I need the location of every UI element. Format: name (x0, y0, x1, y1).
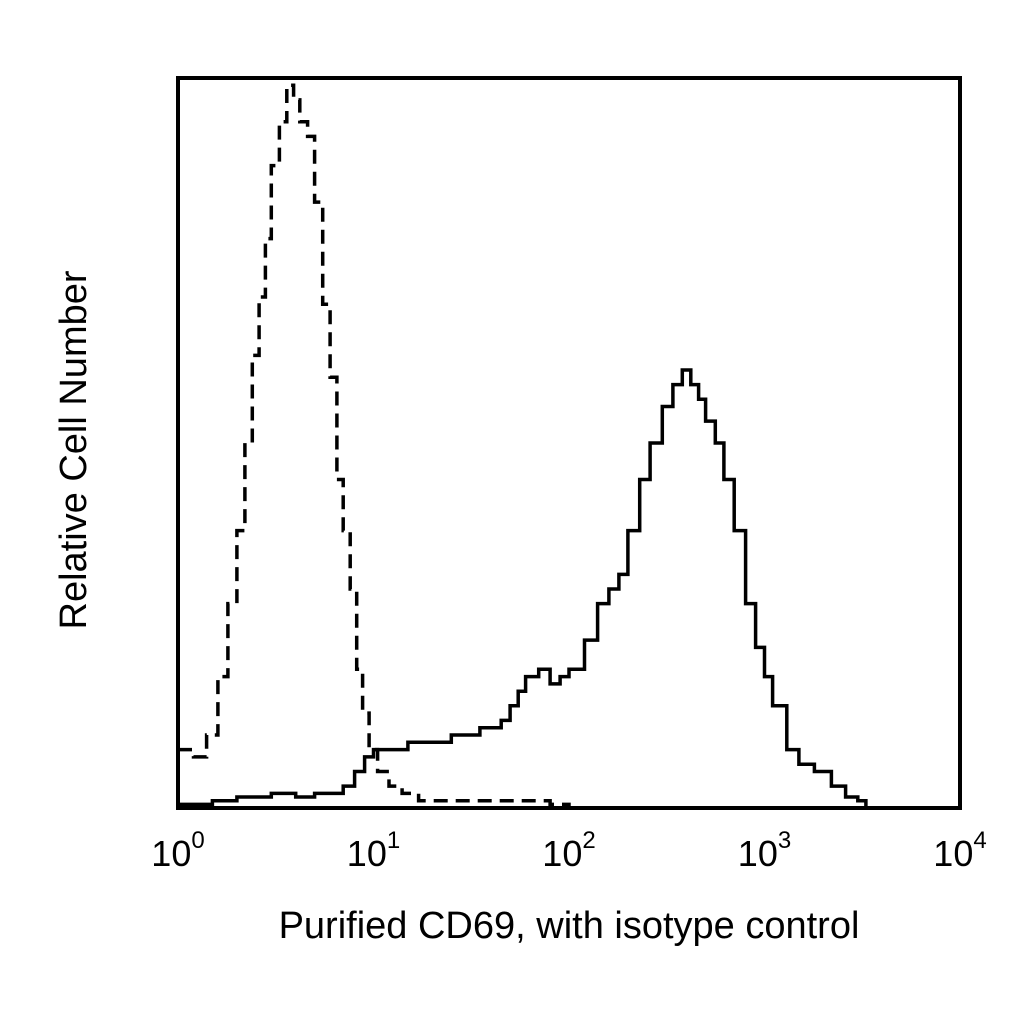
y-axis-title: Relative Cell Number (53, 270, 95, 629)
cd69-histogram-line (178, 368, 868, 808)
x-tick-label-4: 104 (933, 827, 986, 874)
x-tick-label-3: 103 (738, 827, 791, 874)
x-tick-label-2: 102 (542, 827, 595, 874)
x-tick-layer: 100 101 102 103 104 (151, 827, 986, 874)
plot-layer (178, 83, 868, 808)
isotype-control-histogram-line (178, 83, 571, 808)
x-tick-label-1: 101 (347, 827, 400, 874)
plot-frame (176, 76, 962, 810)
x-tick-label-0: 100 (151, 827, 204, 874)
x-axis-title: Purified CD69, with isotype control (279, 905, 860, 947)
